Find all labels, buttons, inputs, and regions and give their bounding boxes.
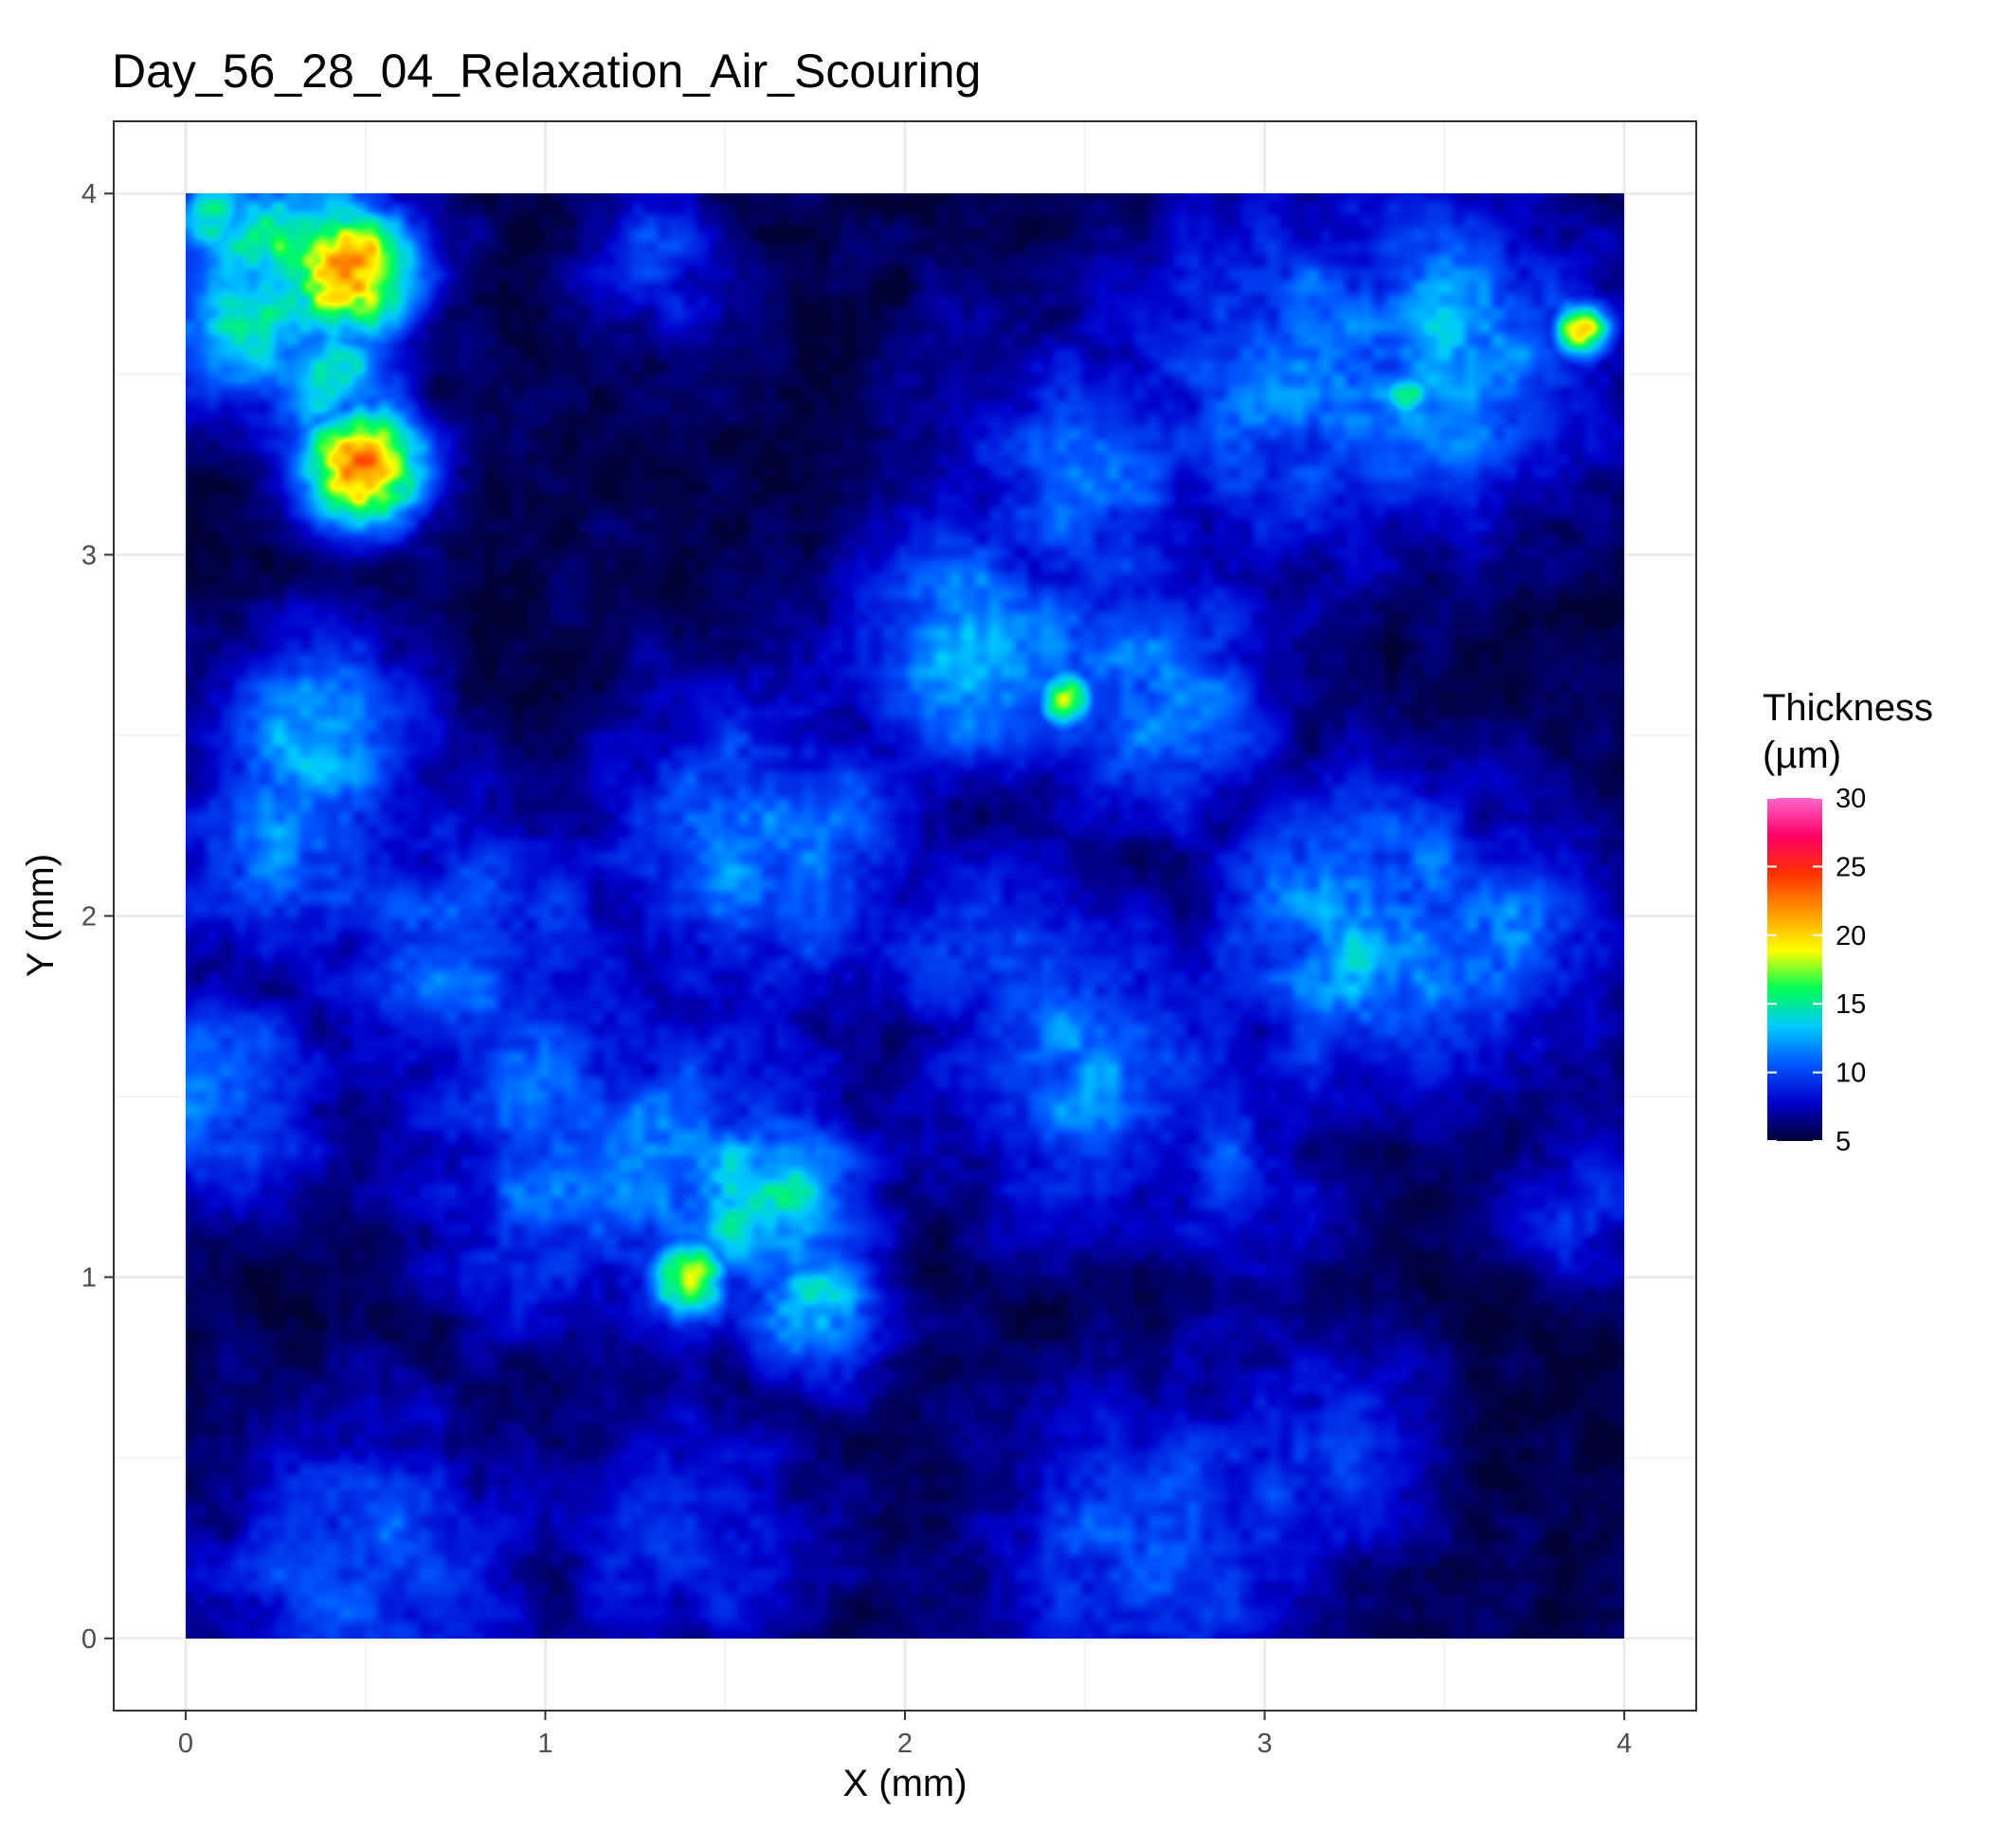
legend-title-line-2: (µm) <box>1763 734 1841 776</box>
x-tick-label-1: 1 <box>537 1729 552 1759</box>
x-axis-ticks: 0 1 2 3 4 <box>178 1711 1632 1759</box>
colorbar-label-1: 10 <box>1836 1059 1866 1089</box>
colorbar-ticks: 5 10 15 20 25 30 <box>1767 784 1866 1157</box>
colorbar <box>1767 798 1822 1141</box>
colorbar-label-4: 25 <box>1836 852 1866 882</box>
colorbar-label-2: 15 <box>1836 989 1866 1020</box>
y-tick-label-1: 1 <box>81 1263 97 1294</box>
y-tick-label-2: 2 <box>81 902 97 933</box>
chart-title: Day_56_28_04_Relaxation_Air_Scouring <box>112 45 981 98</box>
colorbar-label-5: 30 <box>1836 784 1866 814</box>
colorbar-label-0: 5 <box>1836 1127 1851 1157</box>
y-axis-ticks: 0 1 2 3 4 <box>81 179 114 1655</box>
heatmap-surface <box>185 193 1625 1639</box>
colorbar-label-3: 20 <box>1836 921 1866 951</box>
y-tick-label-4: 4 <box>81 179 97 209</box>
x-tick-label-4: 4 <box>1617 1729 1632 1759</box>
y-axis-title: Y (mm) <box>20 854 62 977</box>
colorbar-legend: Thickness (µm) 5 10 15 20 25 30 <box>1763 687 1933 1157</box>
x-axis-title: X (mm) <box>842 1763 967 1804</box>
y-tick-label-3: 3 <box>81 540 97 571</box>
x-tick-label-2: 2 <box>897 1729 913 1759</box>
x-tick-label-0: 0 <box>178 1729 193 1759</box>
x-tick-label-3: 3 <box>1257 1729 1272 1759</box>
y-tick-label-0: 0 <box>81 1624 97 1655</box>
legend-title-line-1: Thickness <box>1763 687 1933 729</box>
